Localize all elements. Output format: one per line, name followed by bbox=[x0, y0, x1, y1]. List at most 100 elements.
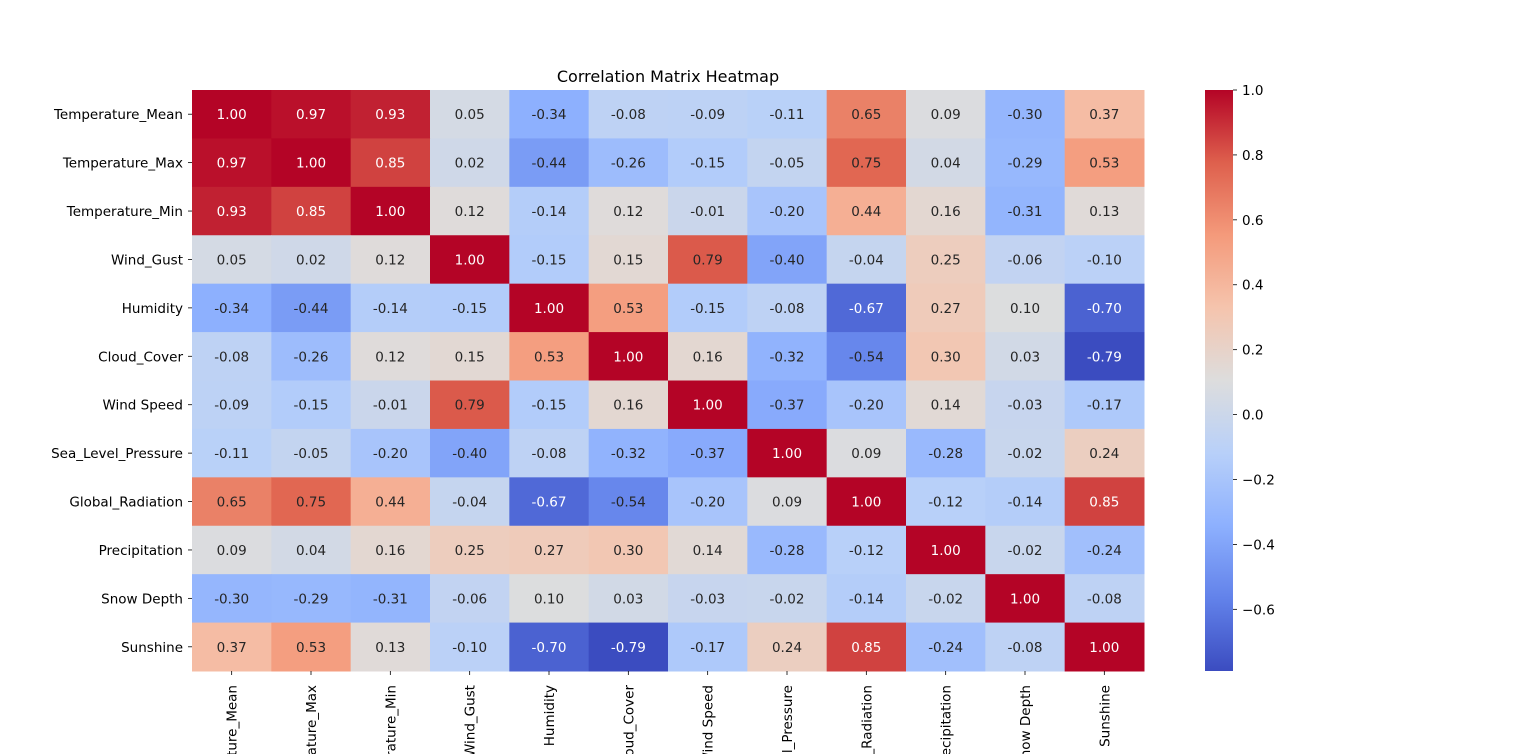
heatmap-cell bbox=[826, 283, 907, 333]
heatmap-cell-value: 0.85 bbox=[375, 156, 405, 172]
heatmap-cell bbox=[985, 477, 1066, 527]
heatmap-cell-value: -0.40 bbox=[452, 446, 487, 462]
heatmap-cell-value: 0.16 bbox=[931, 204, 961, 220]
heatmap-cell bbox=[192, 380, 272, 430]
heatmap-cell-value: 0.16 bbox=[693, 349, 723, 365]
colorbar-gradient bbox=[1205, 90, 1233, 671]
heatmap-cell bbox=[906, 380, 986, 430]
heatmap-cell-value: 0.12 bbox=[455, 204, 485, 220]
heatmap-cell-value: 0.13 bbox=[1089, 204, 1119, 220]
heatmap-cell-value: -0.01 bbox=[690, 204, 725, 220]
heatmap-cell-value: -0.15 bbox=[294, 398, 329, 414]
heatmap-cell-value: 0.12 bbox=[375, 252, 405, 268]
heatmap-cell-value: 0.97 bbox=[296, 107, 326, 123]
heatmap-cell-value: 0.93 bbox=[375, 107, 405, 123]
heatmap-cell bbox=[271, 235, 352, 285]
heatmap-cell-value: 0.14 bbox=[931, 398, 961, 414]
heatmap-cell-value: -0.06 bbox=[452, 591, 487, 607]
heatmap-cell bbox=[668, 332, 748, 381]
heatmap-cell-value: 0.93 bbox=[217, 204, 247, 220]
heatmap-cell bbox=[906, 332, 986, 381]
heatmap-cell bbox=[668, 283, 748, 333]
heatmap-cell bbox=[271, 90, 352, 139]
colorbar-tick-label: 0.2 bbox=[1242, 343, 1263, 359]
row-tick-label: Sea_Level_Pressure bbox=[51, 446, 183, 462]
heatmap-cell bbox=[1064, 622, 1145, 672]
heatmap-cell bbox=[509, 138, 590, 188]
heatmap-cell-value: -0.34 bbox=[214, 301, 249, 317]
heatmap-cell bbox=[271, 332, 352, 381]
heatmap-cell-value: 0.27 bbox=[931, 301, 961, 317]
column-tick-label: Sunshine bbox=[1097, 685, 1113, 747]
heatmap-cell bbox=[430, 90, 510, 139]
row-tick-label: Temperature_Max bbox=[62, 156, 183, 172]
heatmap-cell-value: -0.37 bbox=[690, 446, 725, 462]
heatmap-cell-value: -0.32 bbox=[611, 446, 646, 462]
heatmap-cell bbox=[509, 574, 590, 624]
heatmap-cell-value: -0.08 bbox=[1008, 640, 1043, 656]
heatmap-cell-value: 0.09 bbox=[931, 107, 961, 123]
heatmap-cell-value: -0.09 bbox=[214, 398, 249, 414]
heatmap-cell-value: -0.14 bbox=[849, 591, 884, 607]
heatmap-cell bbox=[906, 90, 986, 139]
heatmap-cell-value: -0.02 bbox=[928, 591, 963, 607]
heatmap-cell bbox=[985, 138, 1066, 188]
heatmap-cell-value: -0.08 bbox=[1087, 591, 1122, 607]
heatmap-cell-value: 0.04 bbox=[296, 543, 326, 559]
heatmap-cell-value: -0.31 bbox=[1008, 204, 1043, 220]
heatmap-cell bbox=[588, 428, 669, 478]
heatmap-cell-value: -0.03 bbox=[690, 591, 725, 607]
heatmap-cell-value: 0.85 bbox=[1089, 495, 1119, 511]
heatmap-cell-value: 1.00 bbox=[851, 495, 881, 511]
heatmap-cell-value: -0.30 bbox=[214, 591, 249, 607]
heatmap-cell bbox=[192, 622, 272, 672]
heatmap-cell-value: 0.97 bbox=[217, 156, 247, 172]
heatmap-cell-value: -0.02 bbox=[1008, 543, 1043, 559]
heatmap-cell bbox=[430, 283, 510, 333]
heatmap-cell bbox=[1064, 332, 1145, 381]
column-tick-label: erature_Max bbox=[304, 685, 320, 754]
colorbar-tick-label: 0.0 bbox=[1242, 408, 1263, 424]
heatmap-cell-value: 0.09 bbox=[851, 446, 881, 462]
heatmap-cell-value: -0.14 bbox=[373, 301, 408, 317]
heatmap-cell-value: 0.05 bbox=[455, 107, 485, 123]
heatmap-cell-value: -0.79 bbox=[611, 640, 646, 656]
heatmap-cell bbox=[192, 186, 272, 236]
heatmap-cell bbox=[271, 574, 352, 624]
heatmap-cell bbox=[588, 574, 669, 624]
heatmap-cell bbox=[826, 186, 907, 236]
heatmap-cell bbox=[906, 283, 986, 333]
column-tick-label: loud_Cover bbox=[621, 685, 637, 754]
heatmap-cell-value: -0.20 bbox=[690, 495, 725, 511]
row-tick-label: Snow Depth bbox=[101, 591, 183, 607]
heatmap-cell-value: 0.12 bbox=[613, 204, 643, 220]
heatmap-cell bbox=[747, 283, 828, 333]
heatmap-cell bbox=[668, 235, 748, 285]
row-tick-label: Sunshine bbox=[121, 640, 183, 656]
heatmap-cell bbox=[588, 525, 669, 575]
colorbar-tick-label: 0.6 bbox=[1242, 213, 1263, 229]
heatmap-cell bbox=[747, 428, 828, 478]
heatmap-cell bbox=[271, 283, 352, 333]
heatmap-cell-value: 0.79 bbox=[455, 398, 485, 414]
heatmap-cell bbox=[906, 428, 986, 478]
heatmap-cell bbox=[985, 332, 1066, 381]
heatmap-cell-value: 1.00 bbox=[931, 543, 961, 559]
heatmap-cell-value: 0.65 bbox=[217, 495, 247, 511]
heatmap-cell bbox=[350, 380, 431, 430]
row-tick-labels: Temperature_Mean Temperature_Max Temperatu… bbox=[51, 107, 192, 656]
heatmap-cell bbox=[430, 622, 510, 672]
heatmap-cell bbox=[668, 90, 748, 139]
heatmap-cell-value: -0.31 bbox=[373, 591, 408, 607]
heatmap-cell-value: 0.53 bbox=[613, 301, 643, 317]
heatmap-cell bbox=[509, 525, 590, 575]
column-tick-label: ature_Mean bbox=[225, 685, 241, 754]
heatmap-cell-value: 0.44 bbox=[851, 204, 881, 220]
heatmap-cell-value: -0.67 bbox=[849, 301, 884, 317]
heatmap-cell bbox=[906, 186, 986, 236]
heatmap-cell bbox=[1064, 235, 1145, 285]
heatmap-cell-value: 0.05 bbox=[217, 252, 247, 268]
heatmap-cell bbox=[985, 283, 1066, 333]
heatmap-cell bbox=[588, 138, 669, 188]
heatmap-cell bbox=[1064, 380, 1145, 430]
